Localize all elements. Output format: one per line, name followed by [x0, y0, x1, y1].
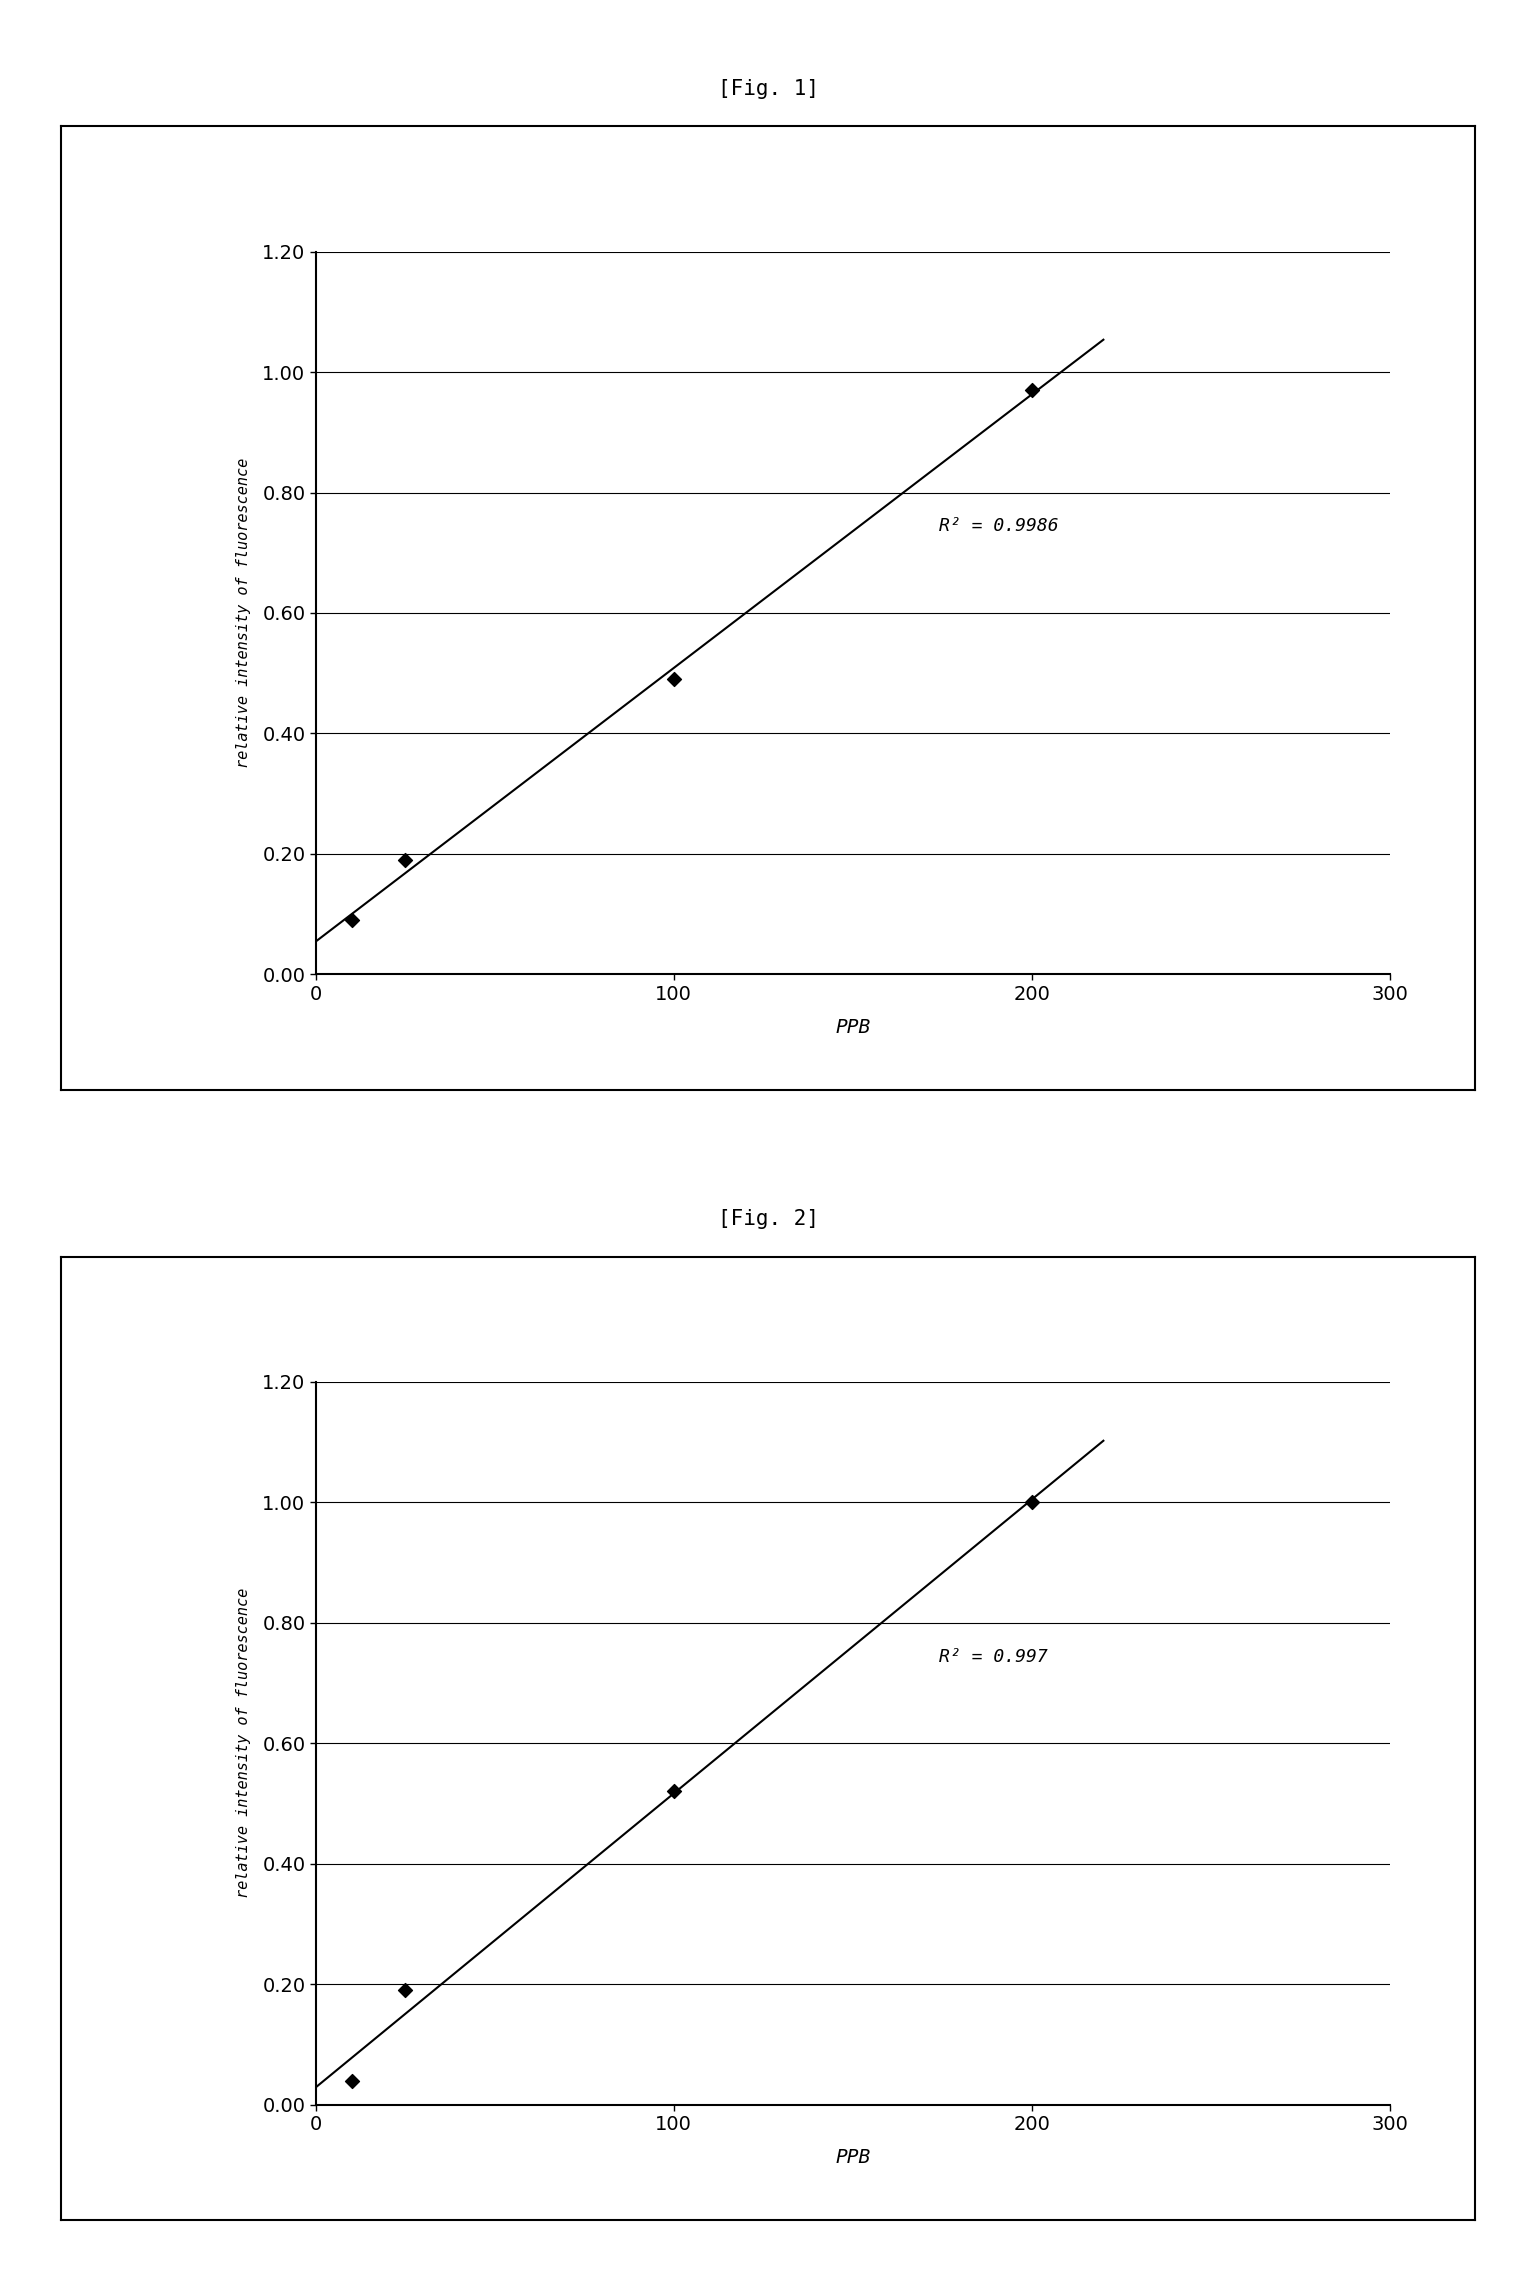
X-axis label: PPB: PPB [836, 1017, 871, 1037]
Point [339, 2063, 364, 2100]
Point [1020, 1485, 1044, 1522]
Point [662, 661, 687, 698]
Point [393, 842, 418, 879]
Text: R² = 0.9986: R² = 0.9986 [938, 516, 1058, 535]
Y-axis label: relative intensity of fluorescence: relative intensity of fluorescence [237, 459, 250, 769]
Point [662, 1774, 687, 1811]
Text: R² = 0.997: R² = 0.997 [938, 1648, 1048, 1666]
Point [339, 902, 364, 939]
X-axis label: PPB: PPB [836, 2148, 871, 2166]
Y-axis label: relative intensity of fluorescence: relative intensity of fluorescence [237, 1588, 250, 1898]
Text: [Fig. 2]: [Fig. 2] [717, 1209, 819, 1230]
Point [393, 1971, 418, 2008]
Point [1020, 372, 1044, 409]
Text: [Fig. 1]: [Fig. 1] [717, 78, 819, 99]
